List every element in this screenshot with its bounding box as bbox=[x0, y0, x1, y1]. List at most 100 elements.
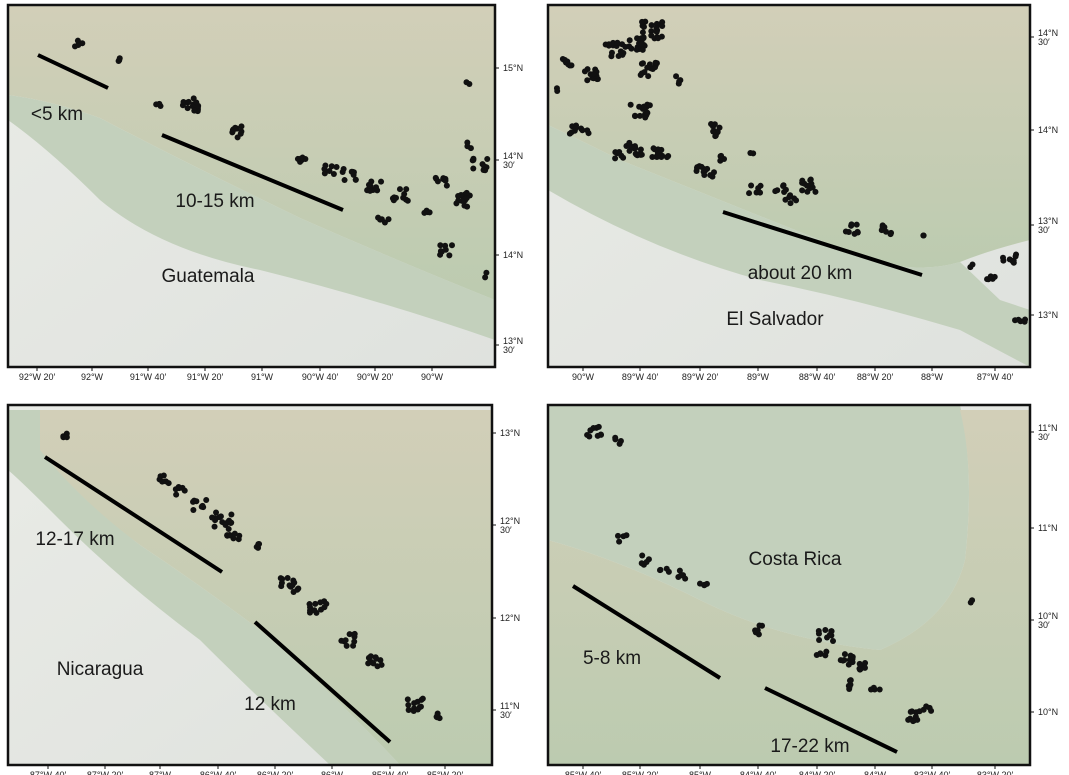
map-panel: Guatemala<5 km10-15 km92°W 20′92°W91°W 4… bbox=[8, 5, 523, 382]
volcano-dot bbox=[424, 208, 430, 214]
volcano-dot bbox=[877, 686, 883, 692]
volcano-dot bbox=[759, 623, 765, 629]
volcano-dot bbox=[295, 156, 301, 162]
volcano-dot bbox=[373, 184, 379, 190]
y-tick-label: 12°N bbox=[500, 613, 520, 623]
volcano-dot bbox=[415, 699, 421, 705]
volcano-dot bbox=[923, 703, 929, 709]
x-tick-label: 87°W 40′ bbox=[977, 372, 1014, 382]
volcano-dot bbox=[639, 553, 645, 559]
volcano-dot bbox=[1011, 258, 1017, 264]
volcano-dot bbox=[639, 19, 645, 25]
volcano-dot bbox=[256, 541, 262, 547]
x-tick-label: 85°W bbox=[689, 770, 712, 775]
distance-label: 12 km bbox=[244, 694, 296, 715]
volcano-dot bbox=[393, 195, 399, 201]
volcano-dot bbox=[1022, 319, 1028, 325]
y-tick-label: 13°N30′ bbox=[503, 336, 523, 355]
volcano-dot bbox=[888, 231, 894, 237]
volcano-dot bbox=[322, 163, 328, 169]
x-tick-label: 86°W bbox=[321, 770, 344, 775]
volcano-dot bbox=[596, 424, 602, 430]
country-label: Guatemala bbox=[162, 266, 255, 287]
volcano-dot bbox=[654, 29, 660, 35]
volcano-dot bbox=[781, 189, 787, 195]
x-tick-label: 90°W bbox=[572, 372, 595, 382]
volcano-dot bbox=[618, 438, 624, 444]
volcano-dot bbox=[405, 696, 411, 702]
x-tick-label: 90°W 40′ bbox=[302, 372, 339, 382]
volcano-dot bbox=[910, 718, 916, 724]
volcano-dot bbox=[209, 514, 215, 520]
x-tick-label: 87°W 20′ bbox=[87, 770, 124, 775]
x-tick-label: 88°W 40′ bbox=[799, 372, 836, 382]
volcano-dot bbox=[626, 43, 632, 49]
x-tick-label: 86°W 40′ bbox=[200, 770, 237, 775]
volcano-dot bbox=[708, 121, 714, 127]
volcano-dot bbox=[969, 597, 975, 603]
volcano-dot bbox=[573, 122, 579, 128]
volcano-dot bbox=[849, 221, 855, 227]
volcano-dot bbox=[554, 88, 560, 94]
volcano-dot bbox=[645, 73, 651, 79]
volcano-dot bbox=[213, 510, 219, 516]
volcano-dot bbox=[228, 520, 234, 526]
x-tick-label: 90°W 20′ bbox=[357, 372, 394, 382]
volcano-dot bbox=[830, 638, 836, 644]
volcano-dot bbox=[453, 200, 459, 206]
volcano-dot bbox=[850, 659, 856, 665]
volcano-dot bbox=[857, 667, 863, 673]
volcano-dot bbox=[822, 627, 828, 633]
map-panel: Nicaragua12-17 km12 km87°W 40′87°W 20′87… bbox=[8, 405, 520, 775]
figure: Guatemala<5 km10-15 km92°W 20′92°W91°W 4… bbox=[0, 0, 1069, 775]
volcano-dot bbox=[640, 60, 646, 66]
volcano-dot bbox=[227, 532, 233, 538]
x-tick-label: 91°W bbox=[251, 372, 274, 382]
x-tick-label: 86°W 20′ bbox=[257, 770, 294, 775]
distance-label: 10-15 km bbox=[175, 191, 254, 212]
volcano-dot bbox=[717, 125, 723, 131]
y-tick-label: 10°N bbox=[1038, 707, 1058, 717]
volcano-dot bbox=[317, 599, 323, 605]
volcano-dot bbox=[449, 242, 455, 248]
volcano-dot bbox=[590, 425, 596, 431]
volcano-dot bbox=[758, 183, 764, 189]
volcano-dot bbox=[159, 479, 165, 485]
volcano-dot bbox=[637, 113, 643, 119]
volcano-dot bbox=[341, 166, 347, 172]
volcano-dot bbox=[606, 41, 612, 47]
x-tick-label: 85°W 40′ bbox=[565, 770, 602, 775]
volcano-dot bbox=[852, 231, 858, 237]
volcano-dot bbox=[368, 653, 374, 659]
volcano-dot bbox=[628, 102, 634, 108]
volcano-dot bbox=[854, 222, 860, 228]
x-tick-label: 92°W bbox=[81, 372, 104, 382]
volcano-dot bbox=[618, 48, 624, 54]
volcano-dot bbox=[326, 168, 332, 174]
country-label: El Salvador bbox=[726, 309, 824, 330]
country-label: Costa Rica bbox=[749, 549, 842, 570]
volcano-dot bbox=[649, 154, 655, 160]
volcano-dot bbox=[676, 79, 682, 85]
volcano-dot bbox=[747, 150, 753, 156]
volcano-dot bbox=[437, 242, 443, 248]
volcano-dot bbox=[464, 190, 470, 196]
y-tick-label: 11°N30′ bbox=[1038, 423, 1057, 442]
map-area bbox=[548, 405, 1030, 765]
volcano-dot bbox=[444, 183, 450, 189]
x-tick-label: 91°W 40′ bbox=[130, 372, 167, 382]
volcano-dot bbox=[746, 190, 752, 196]
volcano-dot bbox=[710, 129, 716, 135]
volcano-dot bbox=[928, 708, 934, 714]
x-tick-label: 89°W 40′ bbox=[622, 372, 659, 382]
volcano-dot bbox=[321, 604, 327, 610]
volcano-dot bbox=[590, 71, 596, 77]
x-tick-label: 91°W 20′ bbox=[187, 372, 224, 382]
volcano-dot bbox=[664, 154, 670, 160]
volcano-dot bbox=[655, 35, 661, 41]
x-tick-label: 89°W 20′ bbox=[682, 372, 719, 382]
volcano-dot bbox=[612, 436, 618, 442]
